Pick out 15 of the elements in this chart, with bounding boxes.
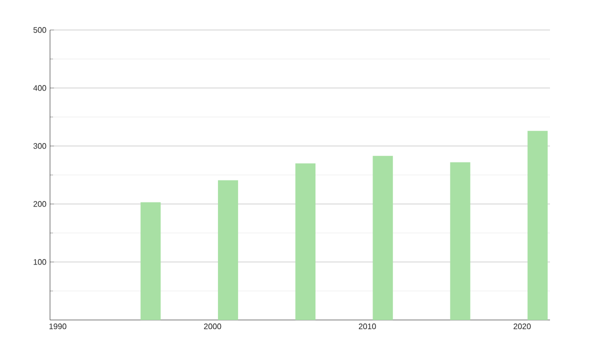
y-tick-label: 100 bbox=[34, 259, 46, 265]
x-tick-label: 1990 bbox=[49, 324, 66, 330]
bar bbox=[295, 163, 316, 320]
y-tick-label: 500 bbox=[33, 27, 46, 33]
bar bbox=[528, 130, 548, 320]
x-tick-label: 2000 bbox=[204, 324, 222, 330]
x-tick-label: 2010 bbox=[358, 324, 376, 330]
y-tick-label: 300 bbox=[33, 143, 46, 149]
y-tick-label: 200 bbox=[34, 201, 46, 207]
bar bbox=[218, 180, 238, 320]
bar bbox=[450, 162, 470, 320]
x-tick-label: 2020 bbox=[514, 324, 531, 330]
bar bbox=[140, 202, 161, 320]
y-tick-label: 400 bbox=[33, 85, 46, 91]
bar bbox=[372, 156, 393, 320]
